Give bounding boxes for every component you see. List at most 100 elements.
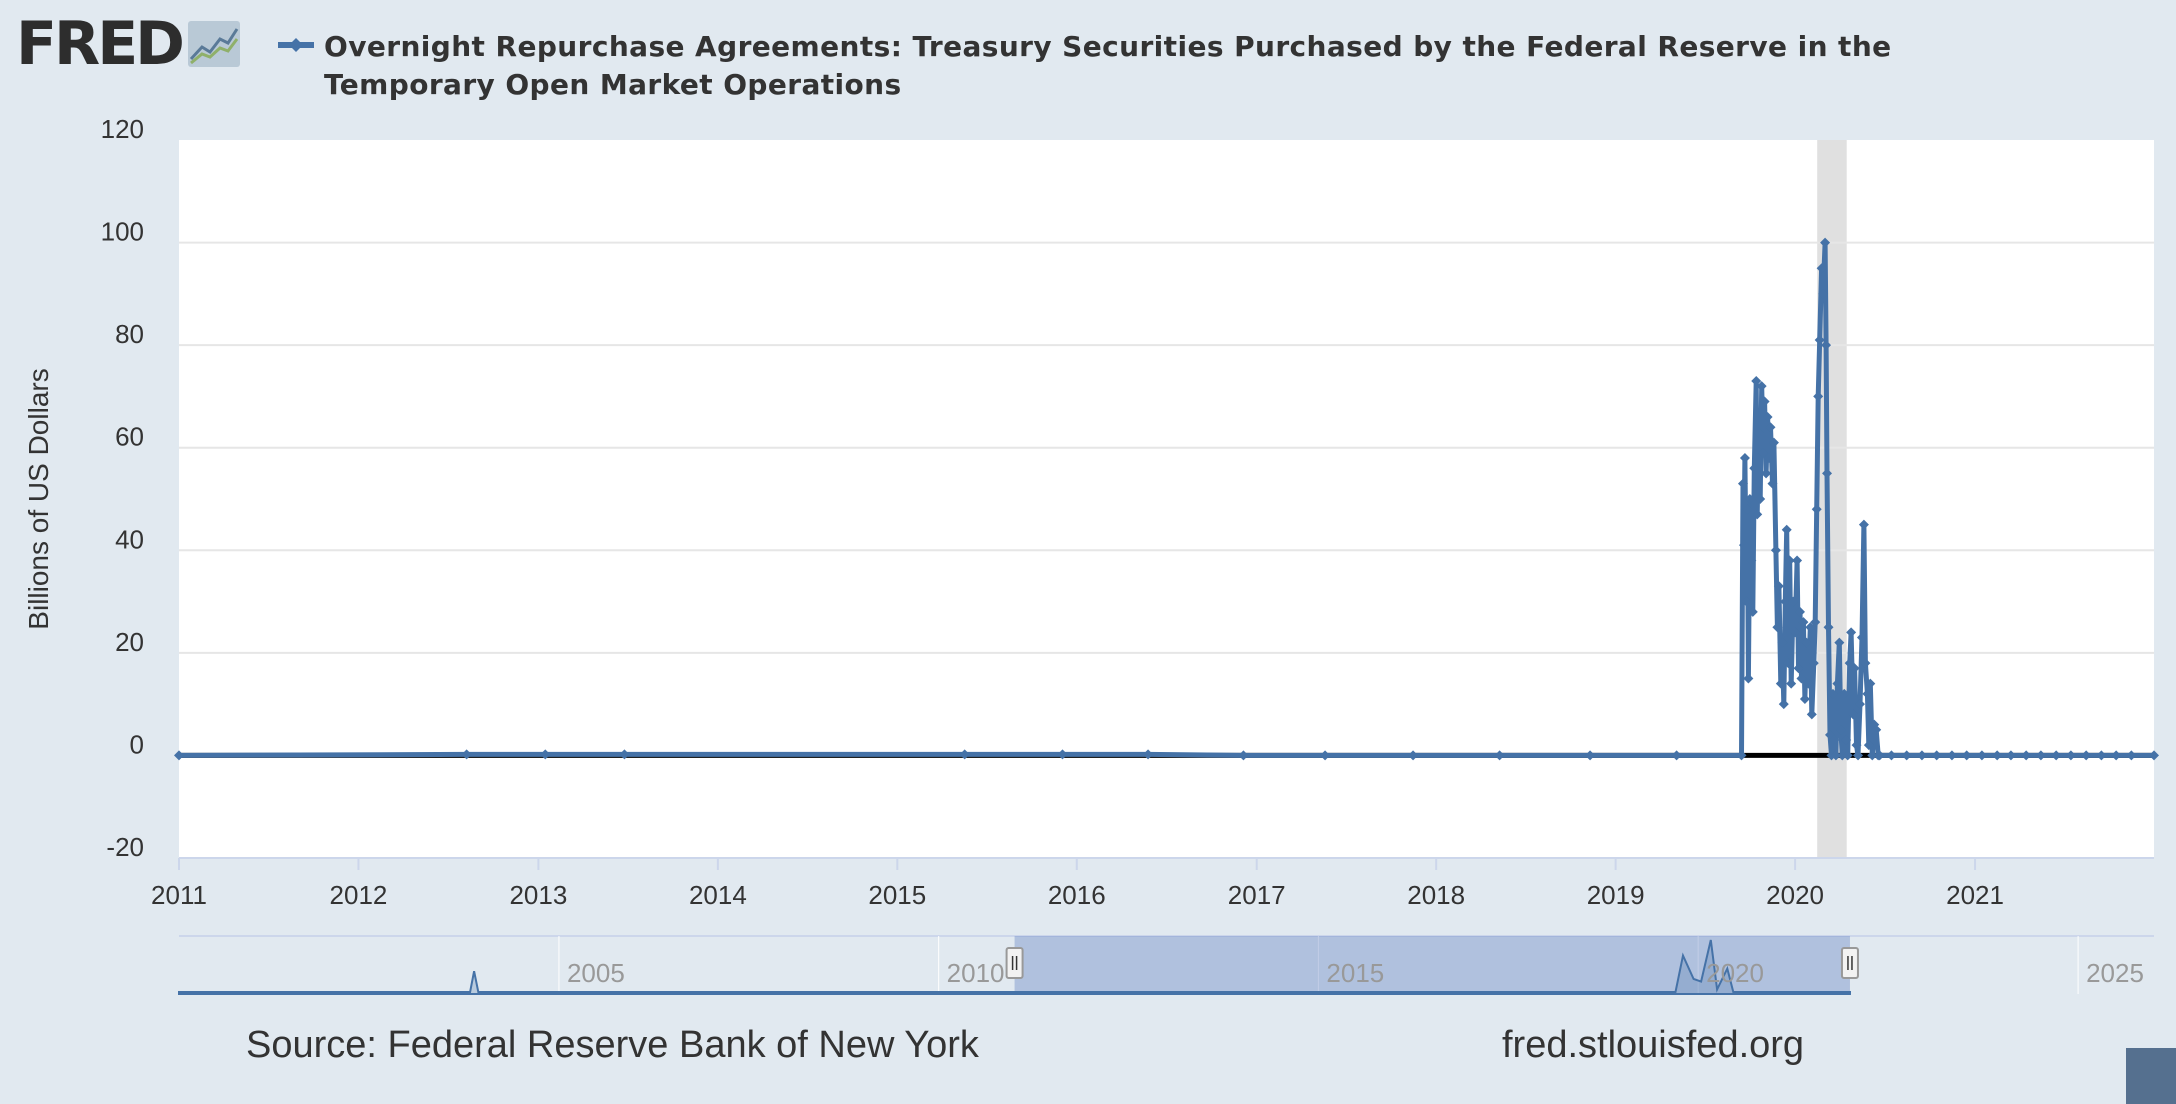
data-point-marker[interactable] <box>1810 617 1821 628</box>
data-point-marker[interactable] <box>1874 750 1885 761</box>
data-point-marker[interactable] <box>1863 740 1874 751</box>
data-point-marker[interactable] <box>1867 750 1878 761</box>
data-point-marker[interactable] <box>1756 381 1767 392</box>
data-point-marker[interactable] <box>1775 678 1786 689</box>
data-point-marker[interactable] <box>2149 750 2159 761</box>
data-point-marker[interactable] <box>1946 750 1957 761</box>
data-point-marker[interactable] <box>1798 617 1809 628</box>
data-point-marker[interactable] <box>1741 596 1752 607</box>
data-point-marker[interactable] <box>1829 735 1840 746</box>
data-point-marker[interactable] <box>1746 555 1757 566</box>
data-point-marker[interactable] <box>1862 688 1873 699</box>
data-point-marker[interactable] <box>1844 658 1855 669</box>
data-point-marker[interactable] <box>1755 494 1766 504</box>
data-point-marker[interactable] <box>1765 422 1776 433</box>
data-point-marker[interactable] <box>2096 750 2107 761</box>
data-point-marker[interactable] <box>1871 724 1882 735</box>
data-point-marker[interactable] <box>1759 396 1770 407</box>
data-point-marker[interactable] <box>1788 596 1799 607</box>
data-point-marker[interactable] <box>1739 452 1750 463</box>
data-point-marker[interactable] <box>1806 709 1817 720</box>
navigator-right-handle[interactable] <box>1840 947 1859 979</box>
data-point-marker[interactable] <box>1786 678 1797 689</box>
data-point-marker[interactable] <box>1822 468 1833 479</box>
data-point-marker[interactable] <box>1931 750 1942 761</box>
data-point-marker[interactable] <box>1856 632 1867 643</box>
data-point-marker[interactable] <box>1901 750 1912 761</box>
data-point-marker[interactable] <box>1832 678 1843 689</box>
data-point-marker[interactable] <box>1057 749 1068 760</box>
data-point-marker[interactable] <box>1799 694 1810 705</box>
data-point-marker[interactable] <box>1837 750 1848 761</box>
data-point-marker[interactable] <box>2005 750 2016 761</box>
navigator-left-handle[interactable] <box>1005 947 1024 979</box>
data-point-marker[interactable] <box>1834 637 1845 648</box>
data-point-marker[interactable] <box>1792 555 1803 566</box>
data-point-marker[interactable] <box>1408 750 1419 761</box>
data-point-marker[interactable] <box>2081 750 2092 761</box>
data-point-marker[interactable] <box>2126 750 2137 761</box>
data-point-marker[interactable] <box>1751 376 1762 387</box>
data-point-marker[interactable] <box>1805 622 1816 633</box>
data-point-marker[interactable] <box>1848 709 1859 720</box>
fred-logo[interactable]: FRED <box>16 14 240 74</box>
data-point-marker[interactable] <box>2035 750 2046 761</box>
data-point-marker[interactable] <box>1820 237 1831 248</box>
data-point-marker[interactable] <box>1916 750 1927 761</box>
data-point-marker[interactable] <box>1781 524 1792 535</box>
data-point-marker[interactable] <box>1772 622 1783 633</box>
data-point-marker[interactable] <box>1992 750 2003 761</box>
data-point-marker[interactable] <box>1143 749 1154 760</box>
data-point-marker[interactable] <box>1320 750 1331 761</box>
data-point-marker[interactable] <box>1860 658 1871 669</box>
data-point-marker[interactable] <box>2051 750 2062 761</box>
data-point-marker[interactable] <box>1764 452 1775 463</box>
data-point-marker[interactable] <box>1783 658 1794 669</box>
data-point-marker[interactable] <box>1849 663 1860 674</box>
data-point-marker[interactable] <box>1858 519 1869 530</box>
data-point-marker[interactable] <box>959 749 970 760</box>
data-point-marker[interactable] <box>1853 750 1864 761</box>
navigator-handle-grip[interactable] <box>1840 947 1859 979</box>
data-point-marker[interactable] <box>1752 509 1763 520</box>
data-point-marker[interactable] <box>1835 724 1846 735</box>
fred-url-link[interactable]: fred.stlouisfed.org <box>1502 1024 1805 1066</box>
data-point-marker[interactable] <box>1808 658 1819 669</box>
data-point-marker[interactable] <box>1961 750 1972 761</box>
data-point-marker[interactable] <box>2065 750 2076 761</box>
data-point-marker[interactable] <box>174 750 184 761</box>
chart-legend[interactable]: Overnight Repurchase Agreements: Treasur… <box>276 28 2036 104</box>
data-point-marker[interactable] <box>1821 340 1832 351</box>
data-point-marker[interactable] <box>1796 673 1807 684</box>
data-point-marker[interactable] <box>1753 427 1764 438</box>
data-point-marker[interactable] <box>1770 545 1781 556</box>
data-point-marker[interactable] <box>1736 750 1747 761</box>
data-point-marker[interactable] <box>1737 478 1748 489</box>
data-point-marker[interactable] <box>1744 494 1755 504</box>
data-point-marker[interactable] <box>1780 596 1791 607</box>
data-point-marker[interactable] <box>1823 622 1834 633</box>
data-point-marker[interactable] <box>1841 735 1852 746</box>
data-point-marker[interactable] <box>1762 411 1773 422</box>
data-point-marker[interactable] <box>1742 504 1753 515</box>
corner-menu-button[interactable] <box>2126 1048 2176 1104</box>
data-point-marker[interactable] <box>461 749 472 760</box>
data-point-marker[interactable] <box>1778 699 1789 710</box>
data-point-marker[interactable] <box>1747 606 1758 617</box>
data-point-marker[interactable] <box>1738 540 1749 551</box>
data-point-marker[interactable] <box>2111 750 2122 761</box>
data-point-marker[interactable] <box>1854 699 1865 710</box>
data-point-marker[interactable] <box>1803 678 1814 689</box>
data-point-marker[interactable] <box>1801 637 1812 648</box>
data-point-marker[interactable] <box>1767 478 1778 489</box>
data-point-marker[interactable] <box>1830 750 1841 761</box>
data-point-marker[interactable] <box>1851 740 1862 751</box>
data-point-marker[interactable] <box>1842 750 1853 761</box>
data-point-marker[interactable] <box>1790 627 1801 638</box>
data-point-marker[interactable] <box>1827 688 1838 699</box>
data-point-marker[interactable] <box>1585 750 1596 761</box>
data-point-marker[interactable] <box>1795 606 1806 617</box>
data-point-marker[interactable] <box>1816 263 1827 274</box>
data-point-marker[interactable] <box>1814 335 1825 346</box>
data-point-marker[interactable] <box>1976 750 1987 761</box>
